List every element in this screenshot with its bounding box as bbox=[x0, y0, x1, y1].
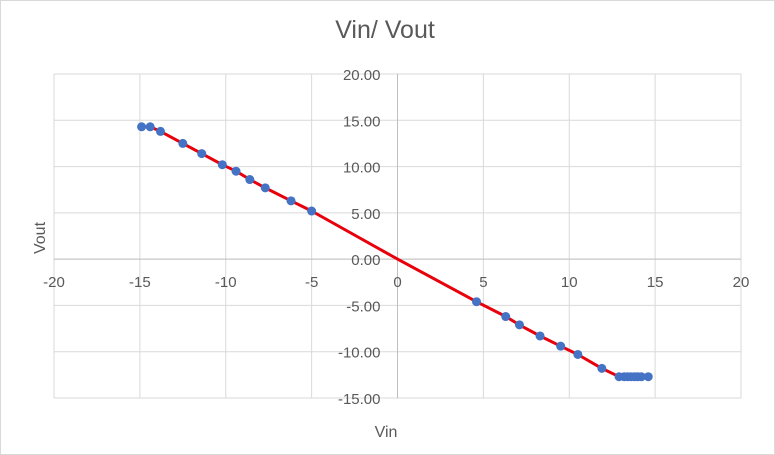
series-points bbox=[137, 122, 653, 382]
y-tick-label: 0.00 bbox=[351, 252, 380, 269]
data-point bbox=[597, 363, 607, 373]
x-tick-label: 0 bbox=[393, 274, 401, 291]
chart-title: Vin/ Vout bbox=[335, 16, 435, 44]
data-point bbox=[155, 126, 165, 136]
y-axis-title: Vout bbox=[32, 221, 49, 254]
series-lines bbox=[141, 125, 649, 379]
data-point bbox=[636, 372, 646, 382]
x-tick-label: -10 bbox=[215, 274, 237, 291]
x-axis-title: Vin bbox=[375, 424, 398, 441]
y-tick-label: 20.00 bbox=[343, 67, 381, 84]
data-point bbox=[501, 312, 511, 322]
data-point bbox=[535, 331, 545, 341]
data-point bbox=[286, 196, 296, 206]
y-tick-label: 5.00 bbox=[351, 206, 380, 223]
data-point bbox=[217, 160, 227, 170]
y-tick-label: 15.00 bbox=[343, 113, 381, 130]
x-tick-label: -20 bbox=[43, 274, 65, 291]
tick-labels: -20 -15 -10 -5 0 5 10 15 20 20.00 15.00 10.00 5.00 0.… bbox=[43, 67, 749, 408]
x-tick-label: -5 bbox=[305, 274, 318, 291]
data-point bbox=[231, 166, 241, 176]
axes bbox=[54, 74, 741, 398]
data-point bbox=[556, 341, 566, 351]
data-point bbox=[573, 349, 583, 359]
data-point bbox=[145, 122, 155, 132]
y-tick-label: -5.00 bbox=[346, 298, 380, 315]
x-tick-label: 5 bbox=[479, 274, 487, 291]
y-tick-label: -15.00 bbox=[338, 391, 381, 408]
y-tick-label: 10.00 bbox=[343, 160, 381, 177]
x-tick-label: -15 bbox=[129, 274, 151, 291]
data-point bbox=[137, 122, 147, 132]
data-point bbox=[472, 297, 482, 307]
data-point bbox=[197, 149, 207, 159]
data-point bbox=[245, 175, 255, 185]
x-tick-label: 10 bbox=[561, 274, 578, 291]
data-point bbox=[643, 372, 653, 382]
x-tick-label: 15 bbox=[647, 274, 664, 291]
data-point bbox=[178, 138, 188, 148]
data-point bbox=[307, 206, 317, 216]
data-point bbox=[260, 183, 270, 193]
x-tick-label: 20 bbox=[733, 274, 750, 291]
series-line bbox=[141, 125, 649, 379]
y-tick-label: -10.00 bbox=[338, 345, 381, 362]
data-point bbox=[514, 320, 524, 330]
